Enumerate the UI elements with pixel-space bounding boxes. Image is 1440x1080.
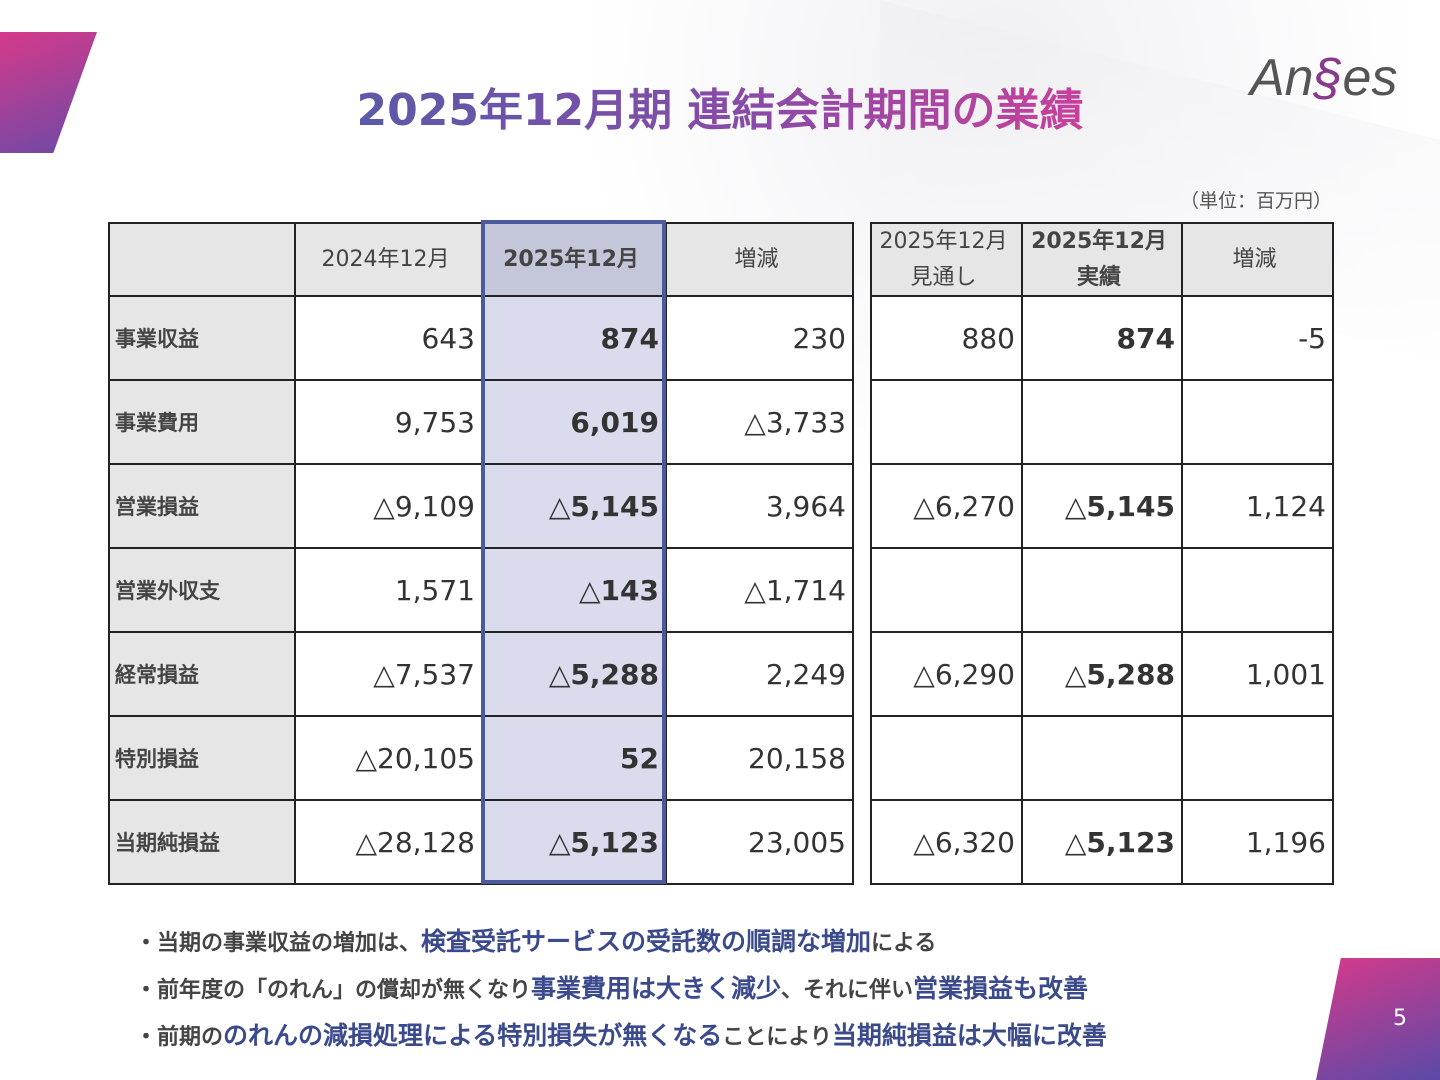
value-cell: [1021, 547, 1183, 633]
value-cell: 2,249: [665, 631, 854, 717]
emphasis-text: 検査受託サービスの受託数の順調な増加: [421, 927, 872, 956]
emphasis-text: のれんの減損処理による特別損失が無くなる: [223, 1021, 723, 1050]
row-label: 事業収益: [108, 295, 296, 381]
table-row: 特別損益 △20,105 52 20,158: [108, 715, 854, 801]
value-cell: -5: [1181, 295, 1334, 381]
table-row: 事業収益 643 874 230: [108, 295, 854, 381]
header-cell: 2025年12月: [481, 222, 667, 297]
value-cell: △5,145: [1021, 463, 1183, 549]
header-cell: 2025年12月 見通し: [870, 222, 1023, 297]
page-number: 5: [1393, 1006, 1407, 1031]
row-label: 経常損益: [108, 631, 296, 717]
row-label: 事業費用: [108, 379, 296, 465]
summary-bullet: ・前年度の「のれん」の償却が無くなり事業費用は大きく減少、それに伴い営業損益も改…: [135, 969, 1088, 1005]
value-cell: [1021, 379, 1183, 465]
header-cell: [108, 222, 296, 297]
value-cell: △5,145: [481, 463, 667, 549]
value-cell: △20,105: [294, 715, 483, 801]
bullet-text: ・当期の事業収益の増加は、: [135, 931, 422, 956]
table-row: 事業費用 9,753 6,019 △3,733: [108, 379, 854, 465]
table-row: [870, 715, 1334, 801]
header-cell: 2025年12月 実績: [1021, 222, 1183, 297]
table-row: 営業損益 △9,109 △5,145 3,964: [108, 463, 854, 549]
table-row: [870, 379, 1334, 465]
row-label: 当期純損益: [108, 799, 296, 885]
company-logo: An§es: [1250, 49, 1398, 107]
emphasis-text: 当期純損益は大幅に改善: [831, 1021, 1107, 1050]
bullet-text: ことにより: [722, 1025, 832, 1050]
header-cell: 増減: [665, 222, 854, 297]
forecast-table: 2025年12月 見通し 2025年12月 実績 増減 880 874 -5 △6,270…: [870, 222, 1334, 885]
value-cell: 1,001: [1181, 631, 1334, 717]
results-table: 2024年12月 2025年12月 増減 事業収益 643 874 230 事業費用 9,…: [108, 222, 854, 885]
value-cell: 6,019: [481, 379, 667, 465]
value-cell: [1181, 715, 1334, 801]
table-row: 経常損益 △7,537 △5,288 2,249: [108, 631, 854, 717]
row-label: 営業外収支: [108, 547, 296, 633]
value-cell: 230: [665, 295, 854, 381]
value-cell: 1,571: [294, 547, 483, 633]
row-label: 特別損益: [108, 715, 296, 801]
value-cell: [870, 379, 1023, 465]
value-cell: 880: [870, 295, 1023, 381]
value-cell: △143: [481, 547, 667, 633]
value-cell: △28,128: [294, 799, 483, 885]
emphasis-text: 営業損益も改善: [913, 974, 1089, 1003]
value-cell: 874: [481, 295, 667, 381]
value-cell: 643: [294, 295, 483, 381]
bullet-text: 、それに伴い: [781, 978, 914, 1003]
value-cell: 9,753: [294, 379, 483, 465]
value-cell: △3,733: [665, 379, 854, 465]
bullet-text: ・前期の: [135, 1025, 224, 1050]
summary-bullet: ・前期ののれんの減損処理による特別損失が無くなることにより当期純損益は大幅に改善: [135, 1016, 1107, 1052]
value-cell: [1181, 547, 1334, 633]
header-cell: 増減: [1181, 222, 1334, 297]
table-row: △6,290 △5,288 1,001: [870, 631, 1334, 717]
value-cell: △1,714: [665, 547, 854, 633]
table-row: △6,270 △5,145 1,124: [870, 463, 1334, 549]
table-row: 営業外収支 1,571 △143 △1,714: [108, 547, 854, 633]
table-row: 当期純損益 △28,128 △5,123 23,005: [108, 799, 854, 885]
bullet-text: ・前年度の「のれん」の償却が無くなり: [135, 978, 532, 1003]
table-row: 880 874 -5: [870, 295, 1334, 381]
emphasis-text: 事業費用は大きく減少: [531, 974, 782, 1003]
value-cell: △6,270: [870, 463, 1023, 549]
value-cell: [1181, 379, 1334, 465]
value-cell: 3,964: [665, 463, 854, 549]
value-cell: △5,123: [481, 799, 667, 885]
value-cell: △6,320: [870, 799, 1023, 885]
value-cell: △9,109: [294, 463, 483, 549]
value-cell: △7,537: [294, 631, 483, 717]
value-cell: △6,290: [870, 631, 1023, 717]
bullet-text: による: [871, 931, 937, 956]
unit-label: （単位：百万円）: [1180, 190, 1333, 212]
table-row: [870, 547, 1334, 633]
summary-bullet: ・当期の事業収益の増加は、検査受託サービスの受託数の順調な増加による: [135, 922, 936, 958]
value-cell: 23,005: [665, 799, 854, 885]
value-cell: 874: [1021, 295, 1183, 381]
value-cell: △5,288: [1021, 631, 1183, 717]
value-cell: 52: [481, 715, 667, 801]
header-cell: 2024年12月: [294, 222, 483, 297]
value-cell: [1021, 715, 1183, 801]
slide-title: 2025年12月期 連結会計期間の業績: [356, 85, 1084, 136]
row-label: 営業損益: [108, 463, 296, 549]
table-row: △6,320 △5,123 1,196: [870, 799, 1334, 885]
value-cell: 1,196: [1181, 799, 1334, 885]
value-cell: △5,288: [481, 631, 667, 717]
value-cell: 20,158: [665, 715, 854, 801]
value-cell: [870, 547, 1023, 633]
value-cell: 1,124: [1181, 463, 1334, 549]
value-cell: [870, 715, 1023, 801]
value-cell: △5,123: [1021, 799, 1183, 885]
